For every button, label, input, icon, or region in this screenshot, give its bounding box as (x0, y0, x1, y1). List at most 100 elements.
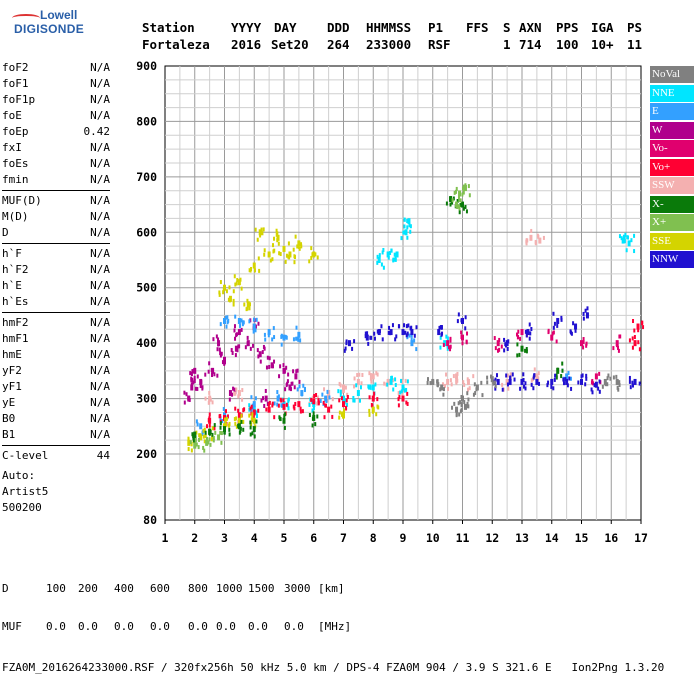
point-vo- (551, 335, 554, 340)
point-vo- (494, 346, 497, 351)
point-sse (312, 251, 316, 258)
point-w (263, 403, 266, 408)
point-x- (284, 412, 287, 417)
point-nnw (530, 382, 533, 387)
point-x- (556, 367, 559, 372)
point-w (216, 373, 219, 378)
point-nnw (633, 378, 637, 385)
point-vo- (265, 407, 268, 412)
point-sse (250, 266, 253, 271)
point-x- (467, 184, 470, 189)
point-noval (606, 382, 609, 387)
point-x- (219, 421, 222, 426)
muf-row: MUF 0.0 0.0 0.0 0.0 0.0 0.0 0.0 0.0 [MHz] (2, 619, 664, 634)
point-nnw (401, 329, 405, 336)
point-vo- (376, 397, 379, 402)
point-sse (202, 434, 205, 439)
point-vo- (633, 328, 636, 333)
point-nne (627, 235, 630, 240)
point-nnw (546, 383, 549, 388)
point-vo- (312, 398, 316, 405)
point-vo- (498, 337, 501, 342)
point-ssw (211, 400, 214, 405)
point-ssw (542, 235, 545, 240)
point-noval (451, 405, 454, 410)
point-x- (455, 201, 459, 208)
point-nne (371, 384, 375, 391)
point-noval (426, 377, 429, 382)
point-w (284, 387, 287, 392)
point-noval (490, 376, 494, 383)
param-row-g4-0: hmF2 N/A (2, 315, 110, 331)
point-sse (242, 419, 245, 424)
point-x- (463, 184, 467, 191)
point-w (204, 372, 207, 377)
point-ssw (204, 396, 207, 401)
point-vo- (449, 336, 452, 341)
point-w (264, 395, 268, 402)
param-value: N/A (90, 412, 110, 425)
point-x- (461, 192, 464, 197)
point-vo- (617, 348, 620, 353)
point-w (189, 371, 192, 376)
point-noval (466, 391, 469, 396)
point-vo- (294, 401, 297, 406)
x-tick-label: 17 (634, 531, 648, 545)
point-vo- (615, 343, 618, 348)
point-nnw (504, 342, 507, 347)
point-x- (279, 417, 282, 422)
point-vo- (500, 344, 503, 349)
point-x- (555, 375, 558, 380)
x-tick-label: 11 (456, 531, 470, 545)
point-ssw (450, 382, 453, 387)
param-row-g1-6: foEs N/A (2, 156, 110, 172)
point-x- (239, 426, 242, 431)
point-x- (312, 411, 315, 416)
point-nnw (538, 381, 541, 386)
point-sse (277, 241, 280, 246)
point-ssw (207, 400, 210, 405)
point-sse (271, 257, 274, 262)
point-ssw (237, 394, 240, 399)
point-e (302, 383, 305, 388)
point-x- (223, 426, 226, 433)
point-w (219, 351, 222, 356)
point-sse (246, 301, 250, 308)
point-e (223, 317, 226, 324)
point-nnw (397, 324, 400, 329)
point-ssw (534, 239, 537, 244)
x-tick-label: 16 (604, 531, 618, 545)
point-sse (232, 302, 235, 307)
point-w (201, 385, 204, 390)
point-vo- (406, 391, 409, 396)
param-row-g3-3: h`Es N/A (2, 294, 110, 310)
point-x- (456, 205, 459, 210)
point-nnw (505, 373, 508, 378)
point-vo- (631, 345, 634, 350)
point-w (293, 385, 296, 390)
point-nne (403, 224, 406, 229)
point-vo- (277, 403, 280, 408)
point-nnw (523, 384, 526, 389)
point-nne (339, 393, 342, 398)
point-w (232, 386, 235, 391)
param-value: N/A (90, 109, 110, 122)
point-w (292, 369, 295, 374)
point-nne (390, 375, 393, 380)
point-sse (203, 427, 206, 432)
point-w (263, 346, 266, 351)
point-w (289, 387, 292, 392)
point-sse (240, 413, 243, 418)
point-vo- (310, 397, 313, 402)
point-sse (227, 297, 230, 302)
brow2-cell-6: 0.0 (216, 619, 236, 633)
point-nnw (511, 372, 514, 377)
point-ssw (447, 386, 450, 391)
point-sse (314, 252, 317, 257)
point-sse (342, 414, 345, 419)
point-vo- (460, 335, 463, 340)
point-vo- (582, 340, 585, 345)
point-noval (475, 387, 478, 392)
point-nne (406, 225, 409, 230)
header-val-10: 11 (627, 37, 643, 52)
